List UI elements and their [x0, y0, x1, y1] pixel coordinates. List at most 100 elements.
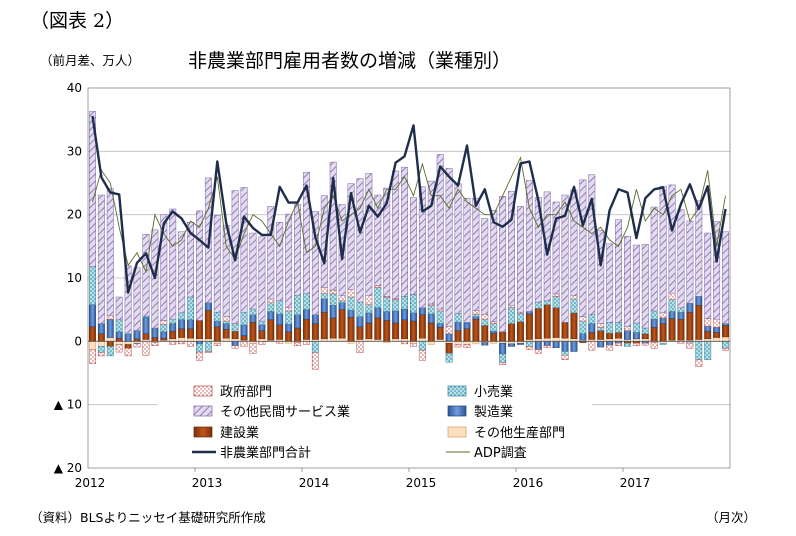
bar-other-services	[294, 204, 302, 296]
bar-manufacturing	[490, 330, 498, 334]
bar-retail	[677, 307, 685, 313]
bar-construction	[713, 332, 721, 338]
bar-manufacturing	[418, 307, 426, 315]
bar-other-services	[606, 243, 614, 323]
bar-government	[552, 293, 560, 297]
bar-other-services	[178, 231, 186, 314]
legend-label: 建設業	[220, 425, 259, 441]
bar-other-services	[463, 197, 471, 323]
y-tick-label: 20	[67, 208, 82, 222]
bar-manufacturing	[632, 332, 640, 340]
bar-manufacturing	[677, 311, 685, 320]
bar-manufacturing	[302, 309, 310, 320]
bar-retail	[249, 308, 257, 315]
bar-other-services	[516, 206, 524, 313]
bar-manufacturing	[187, 319, 195, 329]
y-tick-label: 0	[74, 334, 82, 348]
bar-other-production	[722, 336, 730, 342]
bar-construction	[285, 331, 293, 342]
bar-manufacturing	[516, 342, 524, 345]
bar-manufacturing	[499, 342, 507, 355]
bar-construction	[374, 317, 382, 340]
bar-government	[641, 342, 649, 346]
bar-manufacturing	[668, 311, 676, 319]
legend-swatch-other-production	[447, 426, 467, 438]
bar-government	[695, 359, 703, 367]
bar-other-services	[650, 206, 658, 312]
bar-other-services	[195, 210, 203, 321]
bar-construction	[570, 312, 578, 340]
bar-other-services	[623, 235, 631, 328]
bar-government	[222, 316, 230, 322]
bar-retail	[418, 341, 426, 351]
bar-manufacturing	[213, 320, 221, 328]
bar-other-production	[463, 341, 471, 345]
bar-construction	[463, 328, 471, 342]
bar-manufacturing	[597, 341, 605, 348]
bar-construction	[151, 337, 159, 342]
bar-manufacturing	[570, 341, 578, 352]
bar-other-production	[124, 341, 132, 345]
bar-retail	[213, 311, 221, 322]
bar-retail	[552, 296, 560, 309]
bar-government	[525, 346, 533, 350]
bar-government	[115, 344, 123, 353]
bar-construction	[124, 344, 132, 349]
bar-construction	[499, 331, 507, 342]
bar-other-services	[133, 267, 141, 331]
bar-government	[704, 318, 712, 327]
bar-other-services	[97, 194, 105, 324]
bar-retail	[88, 266, 96, 305]
total-line	[91, 115, 727, 294]
bar-construction	[543, 304, 551, 339]
lines	[91, 115, 727, 294]
bar-retail	[285, 310, 293, 325]
bar-retail	[436, 310, 444, 324]
bar-manufacturing	[338, 302, 346, 310]
bar-government	[338, 295, 346, 302]
bar-other-production	[106, 337, 114, 342]
bar-retail	[641, 327, 649, 334]
bar-construction	[606, 332, 614, 340]
bar-retail	[195, 343, 203, 353]
bar-other-services	[285, 213, 293, 309]
bar-retail	[695, 341, 703, 360]
legend-label: その他民間サービス業	[220, 404, 350, 420]
bar-government	[374, 285, 382, 288]
bar-manufacturing	[231, 341, 239, 347]
bar-other-services	[632, 244, 640, 324]
bar-other-production	[88, 341, 96, 350]
bar-other-production	[178, 337, 186, 342]
bar-government	[204, 351, 212, 353]
bar-other-services	[329, 161, 337, 291]
bar-retail	[267, 302, 275, 312]
bar-government	[187, 341, 195, 347]
bar-government	[686, 342, 694, 349]
bar-government	[267, 298, 275, 303]
bar-retail	[383, 297, 391, 312]
bar-government	[632, 342, 640, 347]
bar-construction	[481, 325, 489, 342]
bar-other-services	[472, 197, 480, 311]
bar-manufacturing	[106, 318, 114, 338]
bar-manufacturing	[427, 313, 435, 324]
bar-construction	[302, 318, 310, 340]
bar-retail	[623, 342, 631, 347]
bar-retail	[499, 353, 507, 364]
bar-manufacturing	[142, 317, 150, 334]
bar-manufacturing	[356, 316, 364, 328]
bar-manufacturing	[311, 314, 319, 324]
bar-manufacturing	[588, 323, 596, 333]
bar-government	[169, 341, 177, 345]
bar-manufacturing	[204, 302, 212, 311]
bar-government	[249, 342, 257, 354]
bar-other-production	[187, 337, 195, 342]
bar-manufacturing	[347, 310, 355, 318]
bar-retail	[668, 299, 676, 312]
bar-manufacturing	[695, 296, 703, 306]
bar-retail	[392, 299, 400, 312]
bar-construction	[722, 325, 730, 338]
bar-government	[302, 341, 310, 345]
